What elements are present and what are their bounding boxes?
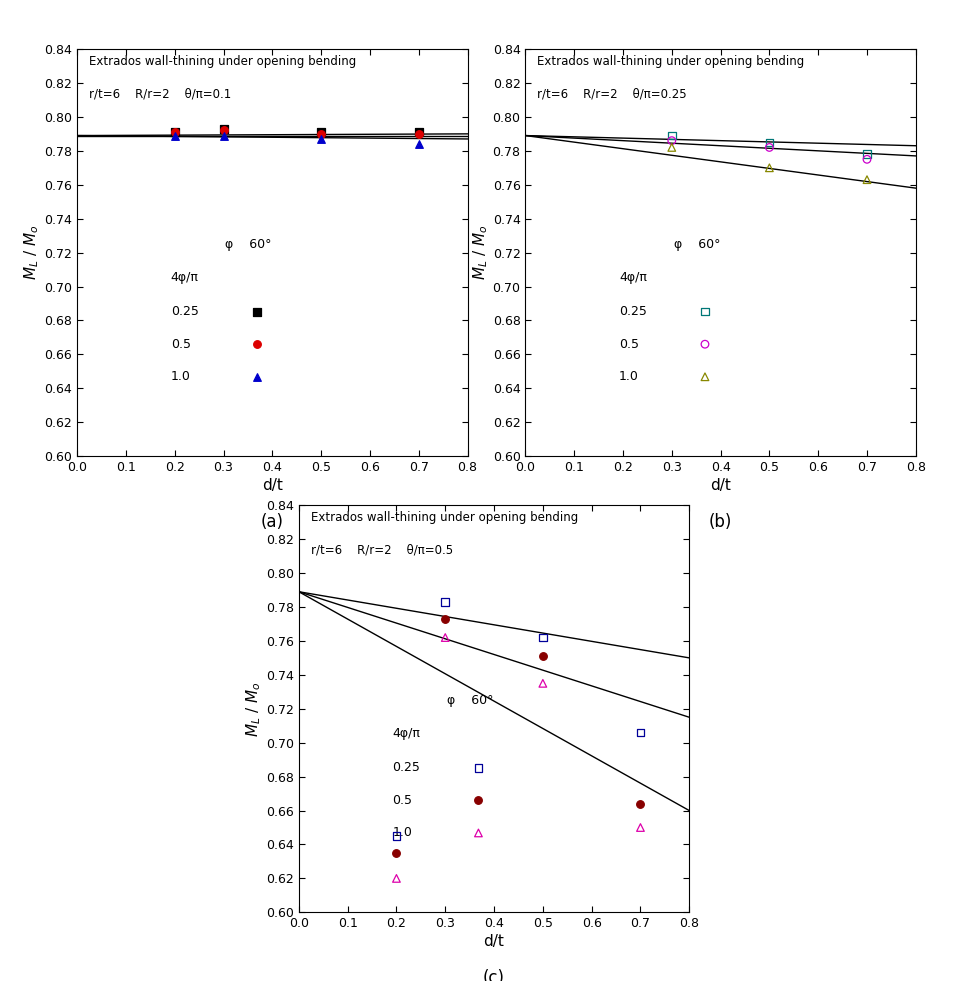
Point <box>388 870 404 886</box>
Text: r/t=6    R/r=2    θ/π=0.5: r/t=6 R/r=2 θ/π=0.5 <box>310 543 453 557</box>
Y-axis label: $M_L$ / $M_o$: $M_L$ / $M_o$ <box>23 225 41 281</box>
Point <box>313 126 329 141</box>
Y-axis label: $M_L$ / $M_o$: $M_L$ / $M_o$ <box>471 225 490 281</box>
Point <box>313 125 329 140</box>
Point <box>216 128 231 143</box>
Point <box>762 160 777 176</box>
Text: (c): (c) <box>483 969 505 981</box>
Point <box>216 121 231 136</box>
Text: 4φ/π: 4φ/π <box>171 271 199 284</box>
Point <box>632 796 648 811</box>
Point <box>167 128 182 143</box>
Point <box>216 123 231 138</box>
Point <box>762 139 777 155</box>
Text: r/t=6    R/r=2    θ/π=0.25: r/t=6 R/r=2 θ/π=0.25 <box>537 87 686 101</box>
X-axis label: d/t: d/t <box>262 478 282 493</box>
Point <box>388 845 404 860</box>
Point <box>388 828 404 844</box>
Point <box>411 136 426 152</box>
Point <box>438 594 453 610</box>
Point <box>762 134 777 150</box>
Point <box>859 146 874 162</box>
Text: 0.5: 0.5 <box>171 337 191 351</box>
Text: 1.0: 1.0 <box>171 370 191 384</box>
Text: r/t=6    R/r=2    θ/π=0.1: r/t=6 R/r=2 θ/π=0.1 <box>89 87 231 101</box>
Text: 0.25: 0.25 <box>619 305 647 318</box>
Text: 1.0: 1.0 <box>619 370 639 384</box>
Point <box>438 611 453 627</box>
Text: Extrados wall-thining under opening bending: Extrados wall-thining under opening bend… <box>310 511 577 524</box>
Point <box>411 126 426 141</box>
Text: 0.25: 0.25 <box>392 761 420 774</box>
Point <box>535 648 550 664</box>
Text: φ    60°: φ 60° <box>674 238 720 251</box>
Text: Extrados wall-thining under opening bending: Extrados wall-thining under opening bend… <box>537 55 804 68</box>
X-axis label: d/t: d/t <box>484 934 504 950</box>
Point <box>167 125 182 140</box>
Text: (a): (a) <box>261 513 283 531</box>
Text: φ    60°: φ 60° <box>447 695 494 707</box>
Text: 4φ/π: 4φ/π <box>619 271 647 284</box>
X-axis label: d/t: d/t <box>710 478 731 493</box>
Point <box>632 725 648 741</box>
Point <box>632 820 648 836</box>
Point <box>294 864 309 880</box>
Point <box>535 630 550 645</box>
Y-axis label: $M_L$ / $M_o$: $M_L$ / $M_o$ <box>245 681 263 737</box>
Point <box>664 132 680 148</box>
Point <box>535 676 550 692</box>
Point <box>664 128 680 143</box>
Text: 0.5: 0.5 <box>619 337 639 351</box>
Text: 0.25: 0.25 <box>171 305 199 318</box>
Text: (b): (b) <box>709 513 733 531</box>
Text: Extrados wall-thining under opening bending: Extrados wall-thining under opening bend… <box>89 55 356 68</box>
Text: φ    60°: φ 60° <box>226 238 272 251</box>
Text: 4φ/π: 4φ/π <box>392 727 420 740</box>
Point <box>167 125 182 140</box>
Point <box>438 630 453 645</box>
Point <box>411 125 426 140</box>
Point <box>859 172 874 187</box>
Text: 0.5: 0.5 <box>392 794 413 807</box>
Point <box>742 864 758 880</box>
Point <box>313 131 329 147</box>
Text: 1.0: 1.0 <box>392 826 413 840</box>
Point <box>859 151 874 167</box>
Point <box>664 139 680 155</box>
